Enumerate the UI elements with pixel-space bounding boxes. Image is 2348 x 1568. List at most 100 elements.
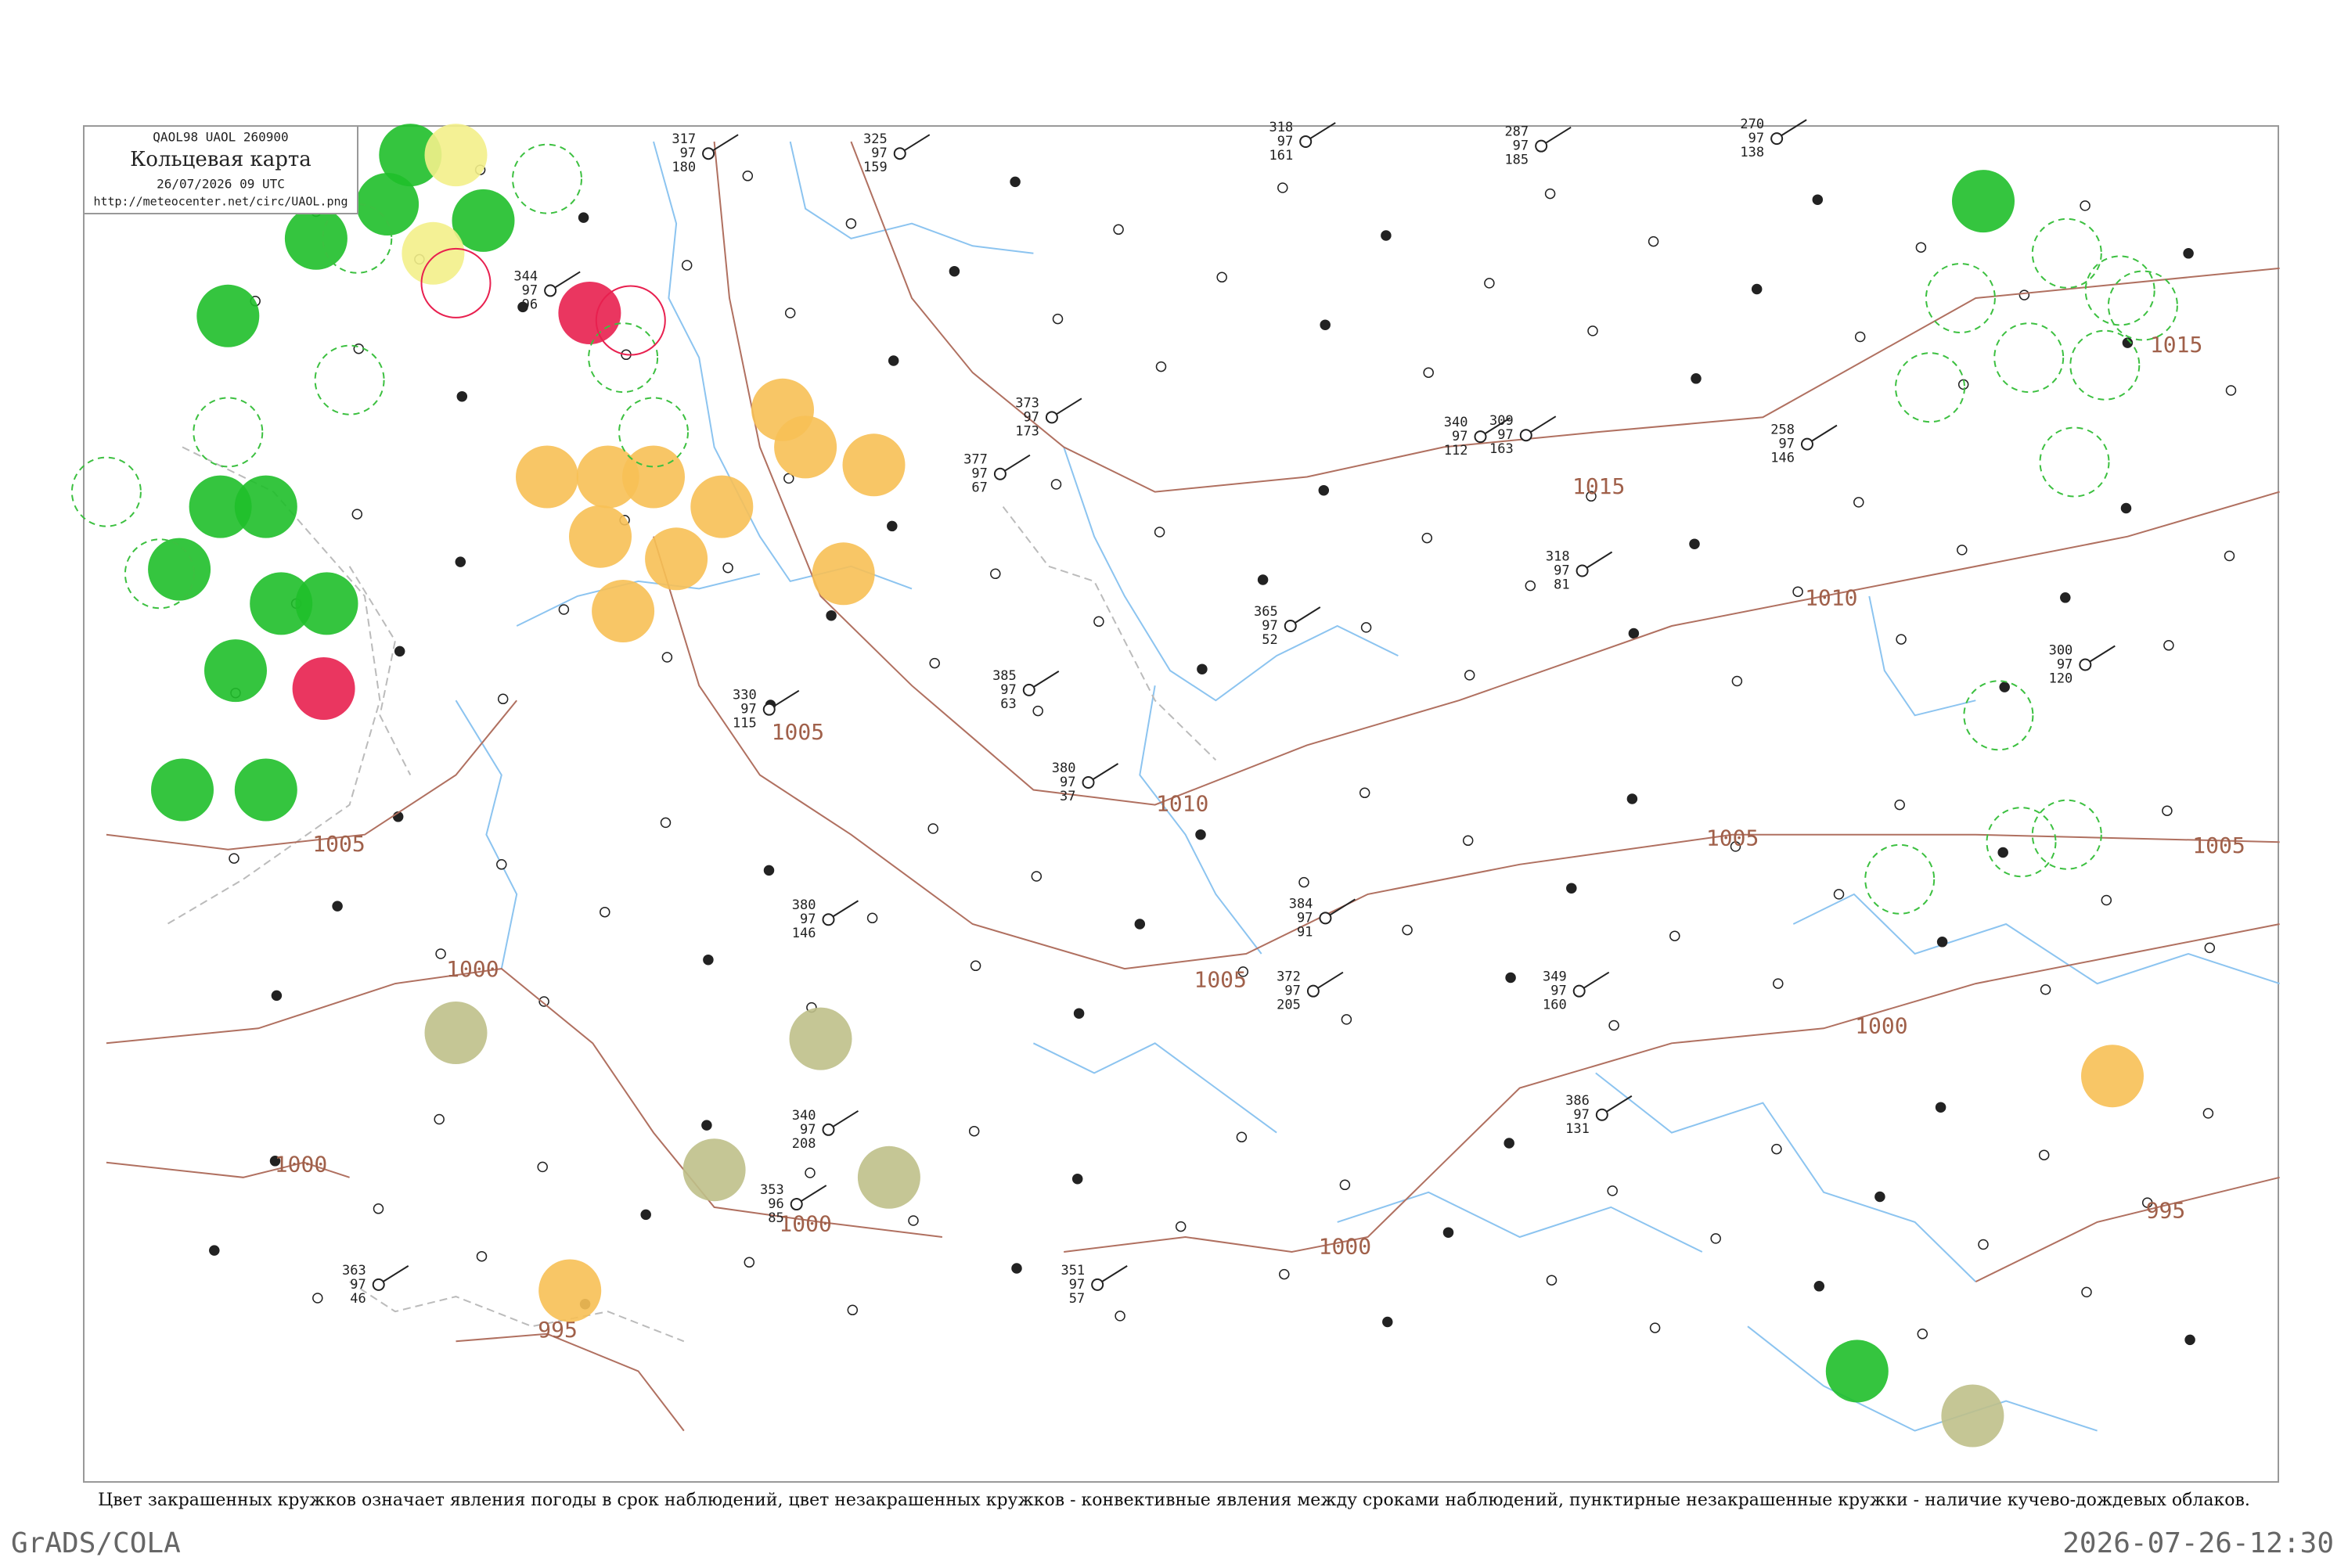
- wind-barb: [712, 134, 739, 152]
- isobar-label: 1000: [1855, 1012, 1907, 1038]
- station-temp: 97: [1262, 618, 1277, 634]
- station-marker: [1382, 1316, 1393, 1328]
- wind-barb: [773, 689, 800, 707]
- station-marker: [2163, 640, 2174, 651]
- station-marker: [1730, 841, 1741, 852]
- weather-circle: [379, 124, 442, 187]
- station-visibility: 112: [1444, 443, 1468, 459]
- station-pressure: 349: [1543, 969, 1567, 985]
- station-marker: [1318, 484, 1330, 496]
- wind-barb: [1317, 971, 1344, 989]
- station-marker: [1462, 835, 1474, 847]
- station-marker: [1773, 978, 1784, 989]
- weather-circle: [538, 1259, 602, 1322]
- station-marker: [1134, 919, 1146, 930]
- wind-barb: [1606, 1095, 1633, 1113]
- station-marker: [271, 990, 283, 1002]
- weather-circle: [196, 284, 260, 347]
- station-marker: [908, 1215, 919, 1226]
- station-circle: [1770, 132, 1784, 146]
- wind-barb: [1309, 122, 1336, 139]
- station-marker: [784, 307, 796, 318]
- station-temp: 97: [1554, 563, 1569, 579]
- station-marker: [312, 1293, 323, 1304]
- wind-barb: [801, 1185, 827, 1202]
- station-marker: [1071, 1173, 1083, 1185]
- station-marker: [1113, 224, 1124, 236]
- station-marker: [1771, 1143, 1782, 1155]
- station-marker: [1115, 1311, 1125, 1322]
- station-marker: [1894, 799, 1905, 811]
- cb-circle: [124, 538, 195, 610]
- station-marker: [1010, 176, 1021, 188]
- footer-right: 2026-07-26-12:30: [2062, 1527, 2334, 1559]
- station-circle: [893, 147, 906, 160]
- station-pressure: 380: [1052, 761, 1076, 776]
- station-marker: [1853, 497, 1864, 508]
- wind-barb: [1004, 454, 1031, 472]
- station-temp: 97: [522, 282, 538, 298]
- wind-barb: [554, 271, 581, 289]
- station-pressure: 385: [992, 668, 1017, 684]
- cb-circle: [512, 143, 582, 214]
- station-marker: [1566, 883, 1577, 894]
- convective-circle: [595, 285, 666, 356]
- weather-circle: [645, 527, 708, 591]
- station-marker: [660, 817, 672, 829]
- station-marker: [269, 1156, 281, 1167]
- station-marker: [1813, 1281, 1825, 1292]
- station-marker: [742, 171, 754, 182]
- wind-barb: [1530, 415, 1557, 433]
- station-visibility: 138: [1740, 145, 1764, 160]
- station-temp: 97: [2057, 657, 2073, 673]
- stations: 3449796317971803259715931897161287971852…: [342, 117, 2116, 1307]
- station-marker: [2060, 592, 2071, 603]
- station-marker: [1812, 194, 1824, 205]
- station-marker: [2225, 385, 2237, 396]
- station-marker: [456, 390, 468, 402]
- station-visibility: 52: [1262, 632, 1277, 648]
- wind-barb: [1484, 417, 1511, 434]
- station-marker: [2224, 550, 2235, 562]
- station-marker: [1360, 622, 1372, 633]
- weather-circle: [857, 1145, 920, 1209]
- station-circle: [1800, 437, 1813, 451]
- station-pressure: 380: [792, 897, 816, 913]
- river: [1747, 1325, 2098, 1432]
- station-circle: [1576, 564, 1589, 577]
- isobar-line: [653, 536, 2280, 970]
- river: [1595, 1072, 1977, 1282]
- station-circle: [1091, 1278, 1104, 1291]
- station-visibility: 205: [1277, 998, 1301, 1013]
- isobar-label: 1005: [2192, 833, 2245, 858]
- weather-circle: [842, 433, 906, 497]
- station-marker: [826, 610, 837, 621]
- station-marker: [332, 901, 343, 912]
- station-marker: [1197, 664, 1208, 674]
- station-marker: [1669, 930, 1680, 941]
- station-marker: [2141, 1197, 2153, 1208]
- station-visibility: 57: [1069, 1291, 1085, 1307]
- cb-circle: [2084, 255, 2155, 326]
- station-marker: [1341, 1014, 1352, 1025]
- wind-barb: [832, 900, 859, 918]
- weather-circle: [424, 124, 488, 187]
- station-pressure: 353: [760, 1182, 784, 1198]
- weather-circle: [295, 572, 358, 635]
- station-marker: [1978, 1239, 1989, 1250]
- station-marker: [1648, 236, 1659, 247]
- river: [516, 573, 761, 627]
- cb-circle: [1895, 352, 1965, 423]
- station-marker: [1464, 670, 1475, 681]
- header-time: 26/07/2026 09 UTC: [157, 177, 285, 192]
- station-marker: [783, 473, 794, 484]
- station-marker: [1011, 1263, 1022, 1274]
